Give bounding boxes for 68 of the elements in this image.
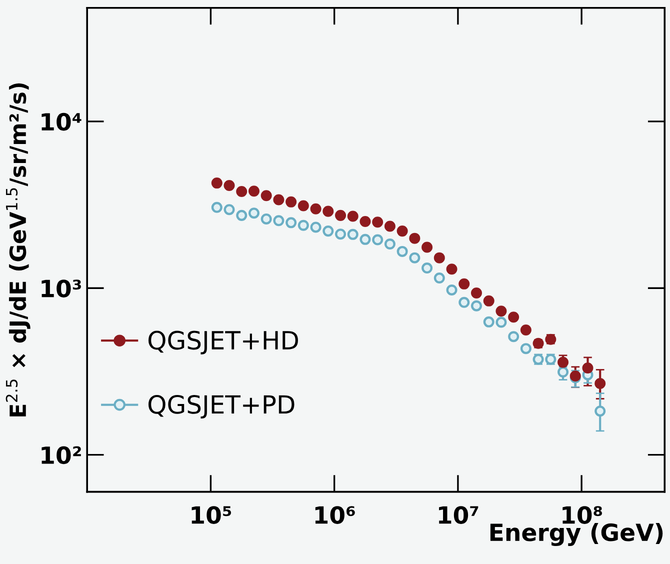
point xyxy=(594,378,606,389)
point xyxy=(260,190,272,202)
point xyxy=(347,228,358,240)
point xyxy=(224,180,235,191)
legend-label: QGSJET+PD xyxy=(148,394,294,419)
point xyxy=(458,296,470,308)
point xyxy=(286,217,297,228)
point xyxy=(286,196,297,208)
point xyxy=(360,234,371,245)
point xyxy=(483,295,494,306)
point xyxy=(236,186,248,197)
point xyxy=(594,406,606,417)
point xyxy=(409,232,420,244)
x-axis-title: Energy (GeV) xyxy=(490,522,663,546)
point xyxy=(211,178,222,189)
point xyxy=(396,226,408,237)
point xyxy=(273,215,284,226)
point xyxy=(558,366,569,378)
point xyxy=(582,362,594,374)
point xyxy=(422,242,433,253)
y-tick-label: 10⁴ xyxy=(42,112,82,131)
point xyxy=(422,262,433,274)
point xyxy=(211,202,222,213)
x-tick-label: 10⁸ xyxy=(562,506,602,524)
point xyxy=(322,206,334,217)
point xyxy=(384,220,396,232)
point xyxy=(310,222,322,233)
point xyxy=(322,226,334,237)
point xyxy=(248,208,260,219)
point xyxy=(384,238,396,250)
point xyxy=(310,203,322,214)
y-axis-title: E$^{2.5}$ × dJ/dE (GeV$^{1.5}$/sr/m²/s) xyxy=(6,83,30,416)
point xyxy=(470,288,482,299)
point xyxy=(372,234,384,246)
point xyxy=(458,278,470,290)
x-tick-label: 10⁶ xyxy=(315,506,355,524)
point xyxy=(483,316,494,328)
y-tick-label: 10³ xyxy=(42,280,81,298)
point xyxy=(434,272,445,284)
point xyxy=(335,228,346,240)
point xyxy=(273,194,284,206)
point xyxy=(360,216,371,228)
point xyxy=(396,246,408,257)
point xyxy=(558,356,569,368)
point xyxy=(520,343,532,354)
point xyxy=(372,216,384,228)
point xyxy=(409,252,420,264)
point xyxy=(508,312,520,323)
x-tick-label: 10⁷ xyxy=(439,506,478,524)
point xyxy=(496,316,507,328)
y-tick-label: 10² xyxy=(42,446,81,464)
point xyxy=(298,220,309,231)
point xyxy=(434,252,445,264)
point xyxy=(347,210,358,222)
point xyxy=(335,210,346,221)
legend-label: QGSJET+HD xyxy=(148,330,298,354)
point xyxy=(520,324,532,336)
point xyxy=(248,186,260,197)
point xyxy=(260,213,272,224)
point xyxy=(236,210,248,221)
point xyxy=(224,204,235,216)
point xyxy=(446,284,458,296)
point xyxy=(446,264,458,275)
x-tick-label: 10⁵ xyxy=(192,506,232,524)
point xyxy=(496,306,507,317)
point xyxy=(298,200,309,212)
point xyxy=(470,300,482,312)
point xyxy=(508,331,520,342)
